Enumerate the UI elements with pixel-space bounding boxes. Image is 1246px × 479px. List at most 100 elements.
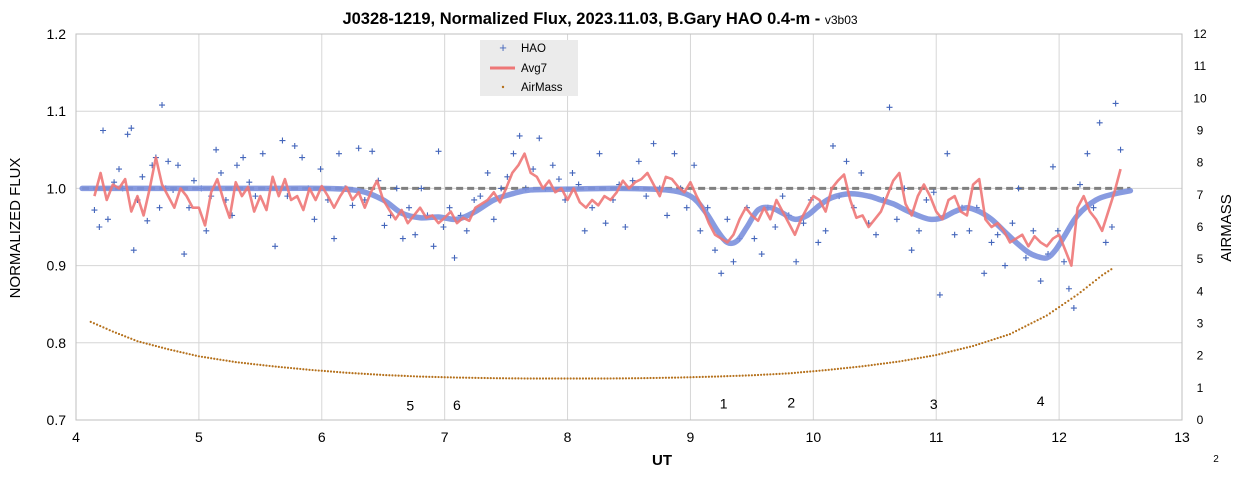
airmass-point — [219, 358, 222, 361]
airmass-point — [799, 371, 803, 374]
airmass-point — [984, 340, 987, 344]
annotation-label: 4 — [1037, 393, 1045, 409]
hao-point — [873, 231, 880, 238]
airmass-point — [587, 377, 591, 380]
airmass-point — [846, 366, 849, 369]
airmass-point — [271, 365, 274, 368]
airmass-point — [1048, 312, 1051, 315]
airmass-point — [293, 367, 296, 370]
airmass-point — [256, 363, 259, 366]
airmass-point — [680, 376, 683, 379]
airmass-point — [348, 371, 351, 375]
legend-marker-airmass — [501, 85, 505, 89]
hao-point — [569, 169, 576, 176]
airmass-point — [455, 376, 459, 379]
airmass-point — [342, 371, 345, 374]
hao-point — [1022, 254, 1029, 261]
airmass-point — [833, 368, 836, 371]
airmass-point — [151, 344, 154, 347]
x-tick-label: 8 — [564, 429, 572, 445]
airmass-point — [710, 375, 714, 378]
airmass-point — [870, 363, 873, 367]
hao-point — [406, 204, 413, 211]
airmass-point — [975, 343, 978, 347]
hao-point — [471, 196, 478, 203]
hao-point — [399, 235, 406, 242]
hao-point — [240, 154, 247, 161]
airmass-point — [148, 343, 151, 346]
airmass-point — [375, 373, 379, 376]
airmass-point — [440, 376, 443, 379]
annotations: 5 6 1 2 3 4 — [406, 393, 1044, 414]
airmass-point — [753, 374, 757, 377]
airmass-point — [538, 377, 542, 380]
airmass-point — [658, 376, 661, 379]
hao-point — [218, 169, 225, 176]
y2-tick-label: 1 — [1197, 381, 1204, 395]
airmass-point — [1064, 301, 1067, 305]
airmass-point — [320, 369, 323, 372]
airmass-point — [391, 374, 394, 377]
airmass-point — [747, 374, 750, 377]
airmass-point — [1110, 268, 1113, 271]
airmass-point — [99, 324, 102, 328]
airmass-point — [766, 373, 769, 376]
airmass-point — [849, 366, 852, 369]
hao-point — [331, 235, 338, 242]
airmass-point — [139, 340, 142, 344]
y2-tick-label: 6 — [1197, 220, 1204, 234]
x-tick-label: 10 — [806, 429, 822, 445]
airmass-point — [775, 372, 778, 376]
airmass-point — [704, 375, 707, 378]
airmass-point — [366, 372, 369, 376]
x-tick-label: 6 — [318, 429, 326, 445]
airmass-point — [889, 361, 892, 364]
airmass-point — [501, 377, 505, 380]
footnote: 2 — [1213, 454, 1219, 465]
airmass-point — [1082, 288, 1085, 291]
hao-point — [104, 216, 111, 223]
hao-point — [311, 216, 318, 223]
airmass-point — [621, 377, 624, 380]
hao-point — [1002, 262, 1009, 269]
legend-label-hao: HAO — [521, 43, 546, 55]
hao-point — [412, 231, 419, 238]
airmass-point — [486, 376, 489, 380]
airmass-point — [959, 347, 962, 351]
airmass-point — [483, 376, 486, 380]
airmass-point — [243, 362, 247, 365]
airmass-point — [551, 377, 554, 380]
airmass-point — [176, 350, 179, 353]
airmass-point — [689, 376, 692, 379]
airmass-point — [830, 368, 833, 371]
hao-point — [259, 150, 266, 157]
airmass-point — [578, 377, 581, 380]
hao-point — [629, 177, 636, 184]
airmass-point — [603, 377, 606, 380]
legend-label-avg7: Avg7 — [521, 63, 547, 75]
airmass-point — [649, 376, 652, 380]
airmass-point — [566, 377, 569, 380]
y2-tick-label: 9 — [1197, 124, 1204, 138]
airmass-point — [142, 341, 145, 344]
airmass-point — [246, 362, 250, 365]
airmass-point — [92, 322, 96, 325]
airmass-point — [720, 375, 723, 378]
hao-point — [317, 166, 324, 173]
airmass-point — [922, 356, 926, 359]
airmass-point — [584, 377, 588, 380]
hao-point — [440, 224, 447, 230]
y2-tick-label: 8 — [1197, 156, 1204, 170]
airmass-point — [253, 363, 256, 366]
airmass-point — [1033, 320, 1036, 323]
hao-point — [233, 162, 240, 169]
airmass-point — [741, 374, 744, 377]
airmass-point — [111, 330, 114, 333]
airmass-point — [357, 372, 360, 375]
airmass-point — [956, 348, 959, 351]
airmass-point — [1076, 293, 1079, 296]
airmass-point — [326, 370, 330, 373]
airmass-point — [735, 374, 738, 377]
airmass-point — [136, 340, 139, 343]
airmass-point — [842, 367, 846, 370]
